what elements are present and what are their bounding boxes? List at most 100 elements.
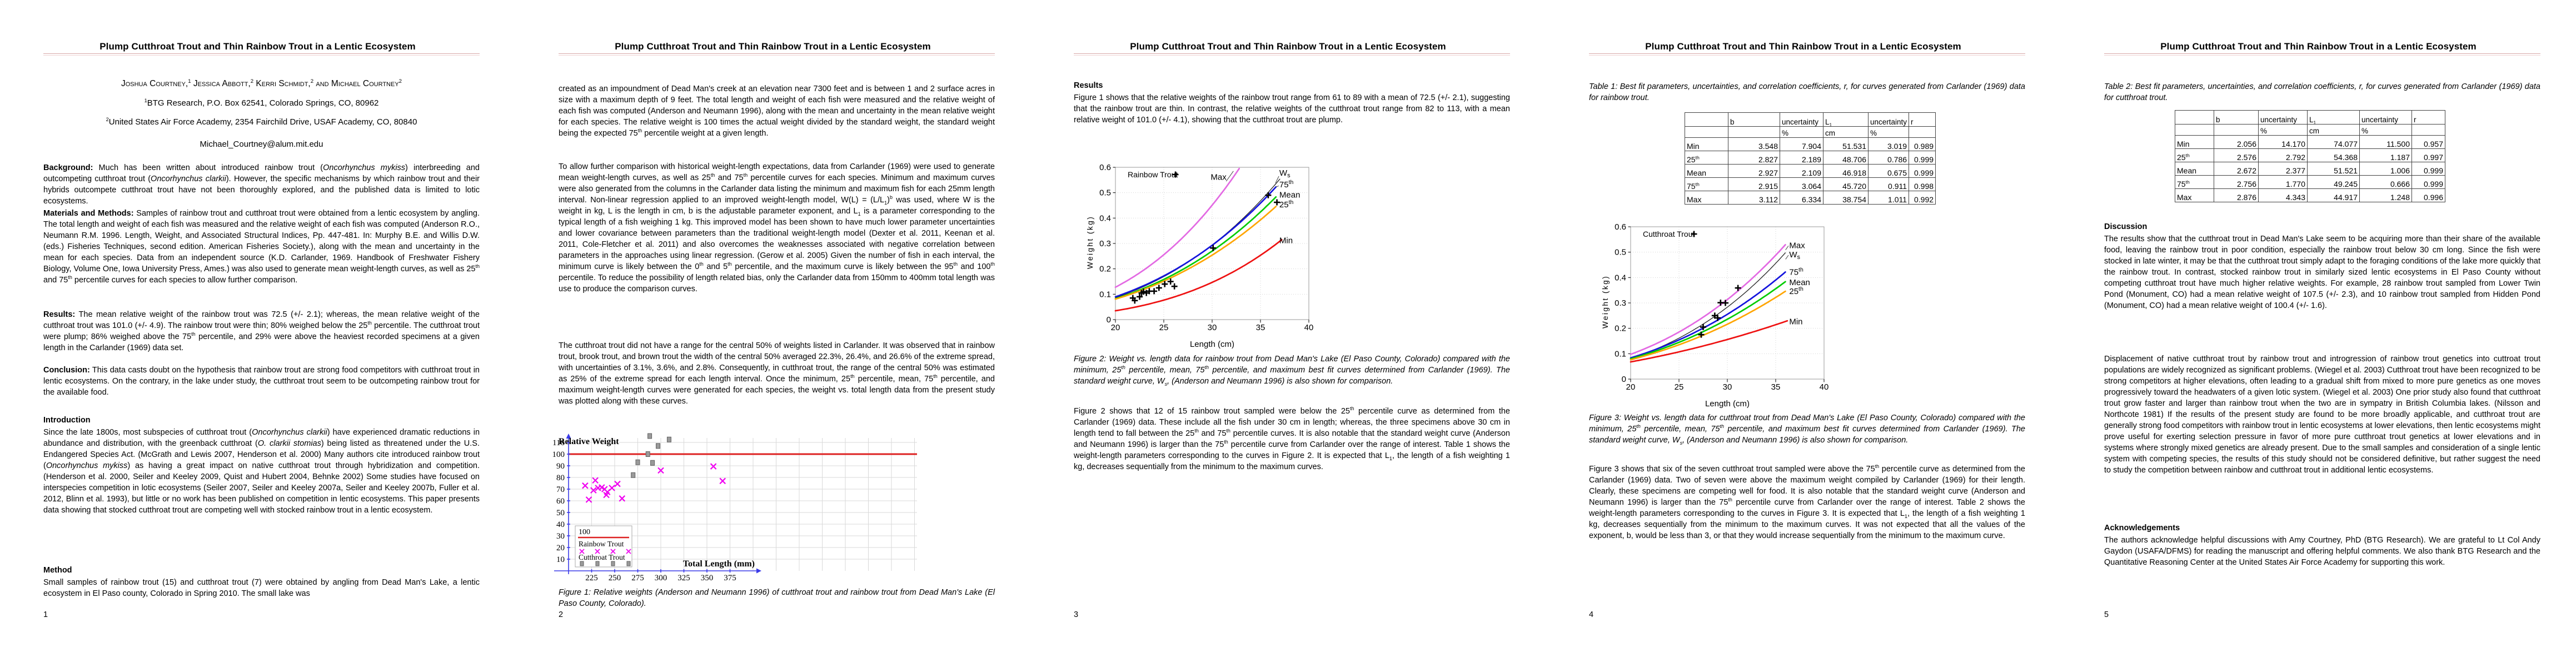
svg-text:0: 0 bbox=[1622, 375, 1626, 384]
figure2-y-axis-title: Weight (kg) bbox=[1086, 216, 1094, 269]
table-2-cell: 0.957 bbox=[2411, 135, 2445, 149]
table-1-cell: 3.548 bbox=[1728, 137, 1780, 151]
page-title: Plump Cutthroat Trout and Thin Rainbow T… bbox=[2160, 41, 2477, 52]
curve-ws bbox=[1115, 178, 1280, 298]
figure2-curves bbox=[1114, 167, 1283, 312]
table-1-cell: 1.011 bbox=[1867, 191, 1910, 205]
svg-text:40: 40 bbox=[1304, 323, 1314, 332]
discussion-heading: Discussion bbox=[2104, 222, 2148, 231]
svg-text:40: 40 bbox=[556, 520, 565, 529]
table-2-cell: 2.756 bbox=[2214, 175, 2259, 189]
svg-text:0.3: 0.3 bbox=[1615, 298, 1626, 308]
results-paragraph: Figure 1 shows that the relative weights… bbox=[1074, 93, 1510, 125]
svg-text:100: 100 bbox=[552, 450, 565, 459]
svg-text:30: 30 bbox=[1723, 382, 1732, 392]
svg-text:375: 375 bbox=[724, 574, 736, 583]
method-paragraph: Small samples of rainbow trout (15) and … bbox=[43, 578, 480, 598]
svg-text:Ws: Ws bbox=[1789, 250, 1800, 261]
table-2-cell: 2.792 bbox=[2258, 148, 2308, 162]
figure1-axis-labels: 10 20 30 40 50 60 70 80 90 100 110 225 250 275 300 325 3… bbox=[552, 437, 755, 583]
figure3-legend: Cutthroat Trout bbox=[1643, 230, 1697, 238]
svg-text:Min: Min bbox=[1279, 236, 1293, 246]
page-title: Plump Cutthroat Trout and Thin Rainbow T… bbox=[1645, 41, 1961, 52]
figure3-y-axis-title: Weight (kg) bbox=[1601, 275, 1610, 328]
table-1-header-cell: r bbox=[1909, 112, 1936, 127]
svg-text:0.6: 0.6 bbox=[1099, 163, 1111, 172]
figure-2-discussion-paragraph: Figure 2 shows that 12 of 15 rainbow tro… bbox=[1074, 406, 1511, 471]
table-2-cell: 1.248 bbox=[2359, 188, 2412, 202]
abstract-background: Background: Much has been written about … bbox=[43, 163, 480, 206]
svg-text:60: 60 bbox=[556, 497, 565, 506]
table-1-cell: 46.918 bbox=[1823, 164, 1869, 178]
page-number: 5 bbox=[2104, 610, 2109, 619]
svg-text:80: 80 bbox=[556, 474, 565, 482]
figure-1-caption: Figure 1: Relative weights (Anderson and… bbox=[559, 588, 995, 608]
svg-text:Rainbow Trout: Rainbow Trout bbox=[579, 540, 624, 548]
table-1-header-cell: cm bbox=[1823, 126, 1869, 138]
svg-text:25: 25 bbox=[1159, 323, 1169, 332]
affiliation-2: 2United States Air Force Academy, 2354 F… bbox=[106, 117, 417, 127]
curve-75th bbox=[1630, 271, 1786, 359]
svg-text:Min: Min bbox=[1789, 317, 1802, 326]
method-paragraph-continued: created as an impoundment of Dead Man's … bbox=[559, 84, 995, 138]
table-2-cell: 25th bbox=[2175, 148, 2214, 162]
figure-3-caption: Figure 3: Weight vs. length data for cut… bbox=[1589, 414, 2025, 446]
figure1-x-axis-title: Total Length (mm) bbox=[683, 559, 755, 569]
table-2-cell: 51.521 bbox=[2307, 162, 2360, 176]
svg-text:Cutthroat Trout: Cutthroat Trout bbox=[579, 553, 625, 561]
table-2-cell: 2.672 bbox=[2214, 162, 2259, 176]
table-2-cell: 14.170 bbox=[2258, 135, 2308, 149]
figure3-x-axis-title: Length (cm) bbox=[1705, 399, 1750, 409]
discussion-paragraph-2: Displacement of native cutthroat trout b… bbox=[2104, 355, 2540, 475]
table-2-header-cell: uncertainty bbox=[2359, 110, 2412, 125]
series-rainbow-trout bbox=[582, 463, 726, 503]
svg-text:Ws: Ws bbox=[1279, 168, 1291, 179]
page-4: Plump Cutthroat Trout and Thin Rainbow T… bbox=[1546, 0, 2061, 667]
table-2-header-cell bbox=[2214, 124, 2259, 136]
svg-text:70: 70 bbox=[556, 485, 565, 494]
svg-text:0: 0 bbox=[1107, 315, 1111, 325]
svg-text:20: 20 bbox=[1111, 323, 1120, 332]
introduction-paragraph: Since the late 1800s, most subspecies of… bbox=[43, 428, 480, 515]
page-number: 1 bbox=[43, 610, 48, 619]
svg-text:100: 100 bbox=[579, 528, 590, 536]
svg-text:275: 275 bbox=[631, 574, 644, 583]
svg-text:0.5: 0.5 bbox=[1099, 188, 1111, 198]
figure2-legend: Rainbow Trout bbox=[1128, 170, 1179, 179]
introduction-heading: Introduction bbox=[43, 416, 91, 425]
table-2-header-cell: cm bbox=[2307, 124, 2360, 136]
table-1-cell: Max bbox=[1685, 191, 1728, 205]
table-2-cell: 2.576 bbox=[2214, 148, 2259, 162]
table-2-cell: 49.245 bbox=[2307, 175, 2360, 189]
table-1-header-cell: uncertainty bbox=[1780, 112, 1823, 127]
curve-75th bbox=[1114, 186, 1277, 298]
table-1-cell: 0.989 bbox=[1909, 137, 1936, 151]
table-2-cell: 0.997 bbox=[2411, 148, 2445, 162]
method-heading: Method bbox=[43, 566, 72, 575]
svg-text:0.2: 0.2 bbox=[1099, 265, 1111, 274]
title-rule bbox=[43, 53, 480, 56]
title-rule bbox=[1589, 53, 2025, 56]
series-cutthroat-trout bbox=[631, 433, 671, 478]
page-number: 4 bbox=[1589, 610, 1594, 619]
table-2-header-cell: L1 bbox=[2307, 110, 2360, 125]
table-1-cell: 51.531 bbox=[1823, 137, 1869, 151]
table-2-cell: 2.056 bbox=[2214, 135, 2259, 149]
figure1-y-axis-title: Relative Weight bbox=[559, 437, 619, 446]
table-1: b uncertainty L1 uncertainty r% cm% Min 3.548 7.… bbox=[1685, 112, 1936, 205]
title-rule bbox=[2104, 53, 2540, 56]
page-title: Plump Cutthroat Trout and Thin Rainbow T… bbox=[615, 41, 931, 52]
svg-text:30: 30 bbox=[556, 532, 565, 541]
affiliation-1: 1BTG Research, P.O. Box 62541, Colorado … bbox=[144, 98, 379, 108]
page-number: 2 bbox=[559, 610, 564, 619]
figure2-grid bbox=[1115, 167, 1309, 320]
acknowledgements-heading: Acknowledgements bbox=[2104, 524, 2180, 532]
authors-line: Joshua Courtney,1 Jessica Abbott,2 Kerri… bbox=[121, 78, 402, 88]
table-1-cell: 2.109 bbox=[1780, 164, 1823, 178]
central-50-paragraph: The cutthroat trout did not have a range… bbox=[559, 341, 995, 406]
svg-text:75th: 75th bbox=[1789, 267, 1803, 277]
table-1-cell: 2.189 bbox=[1780, 151, 1823, 165]
table-1-cell: 0.786 bbox=[1867, 151, 1910, 165]
results-heading: Results bbox=[1074, 81, 1103, 90]
